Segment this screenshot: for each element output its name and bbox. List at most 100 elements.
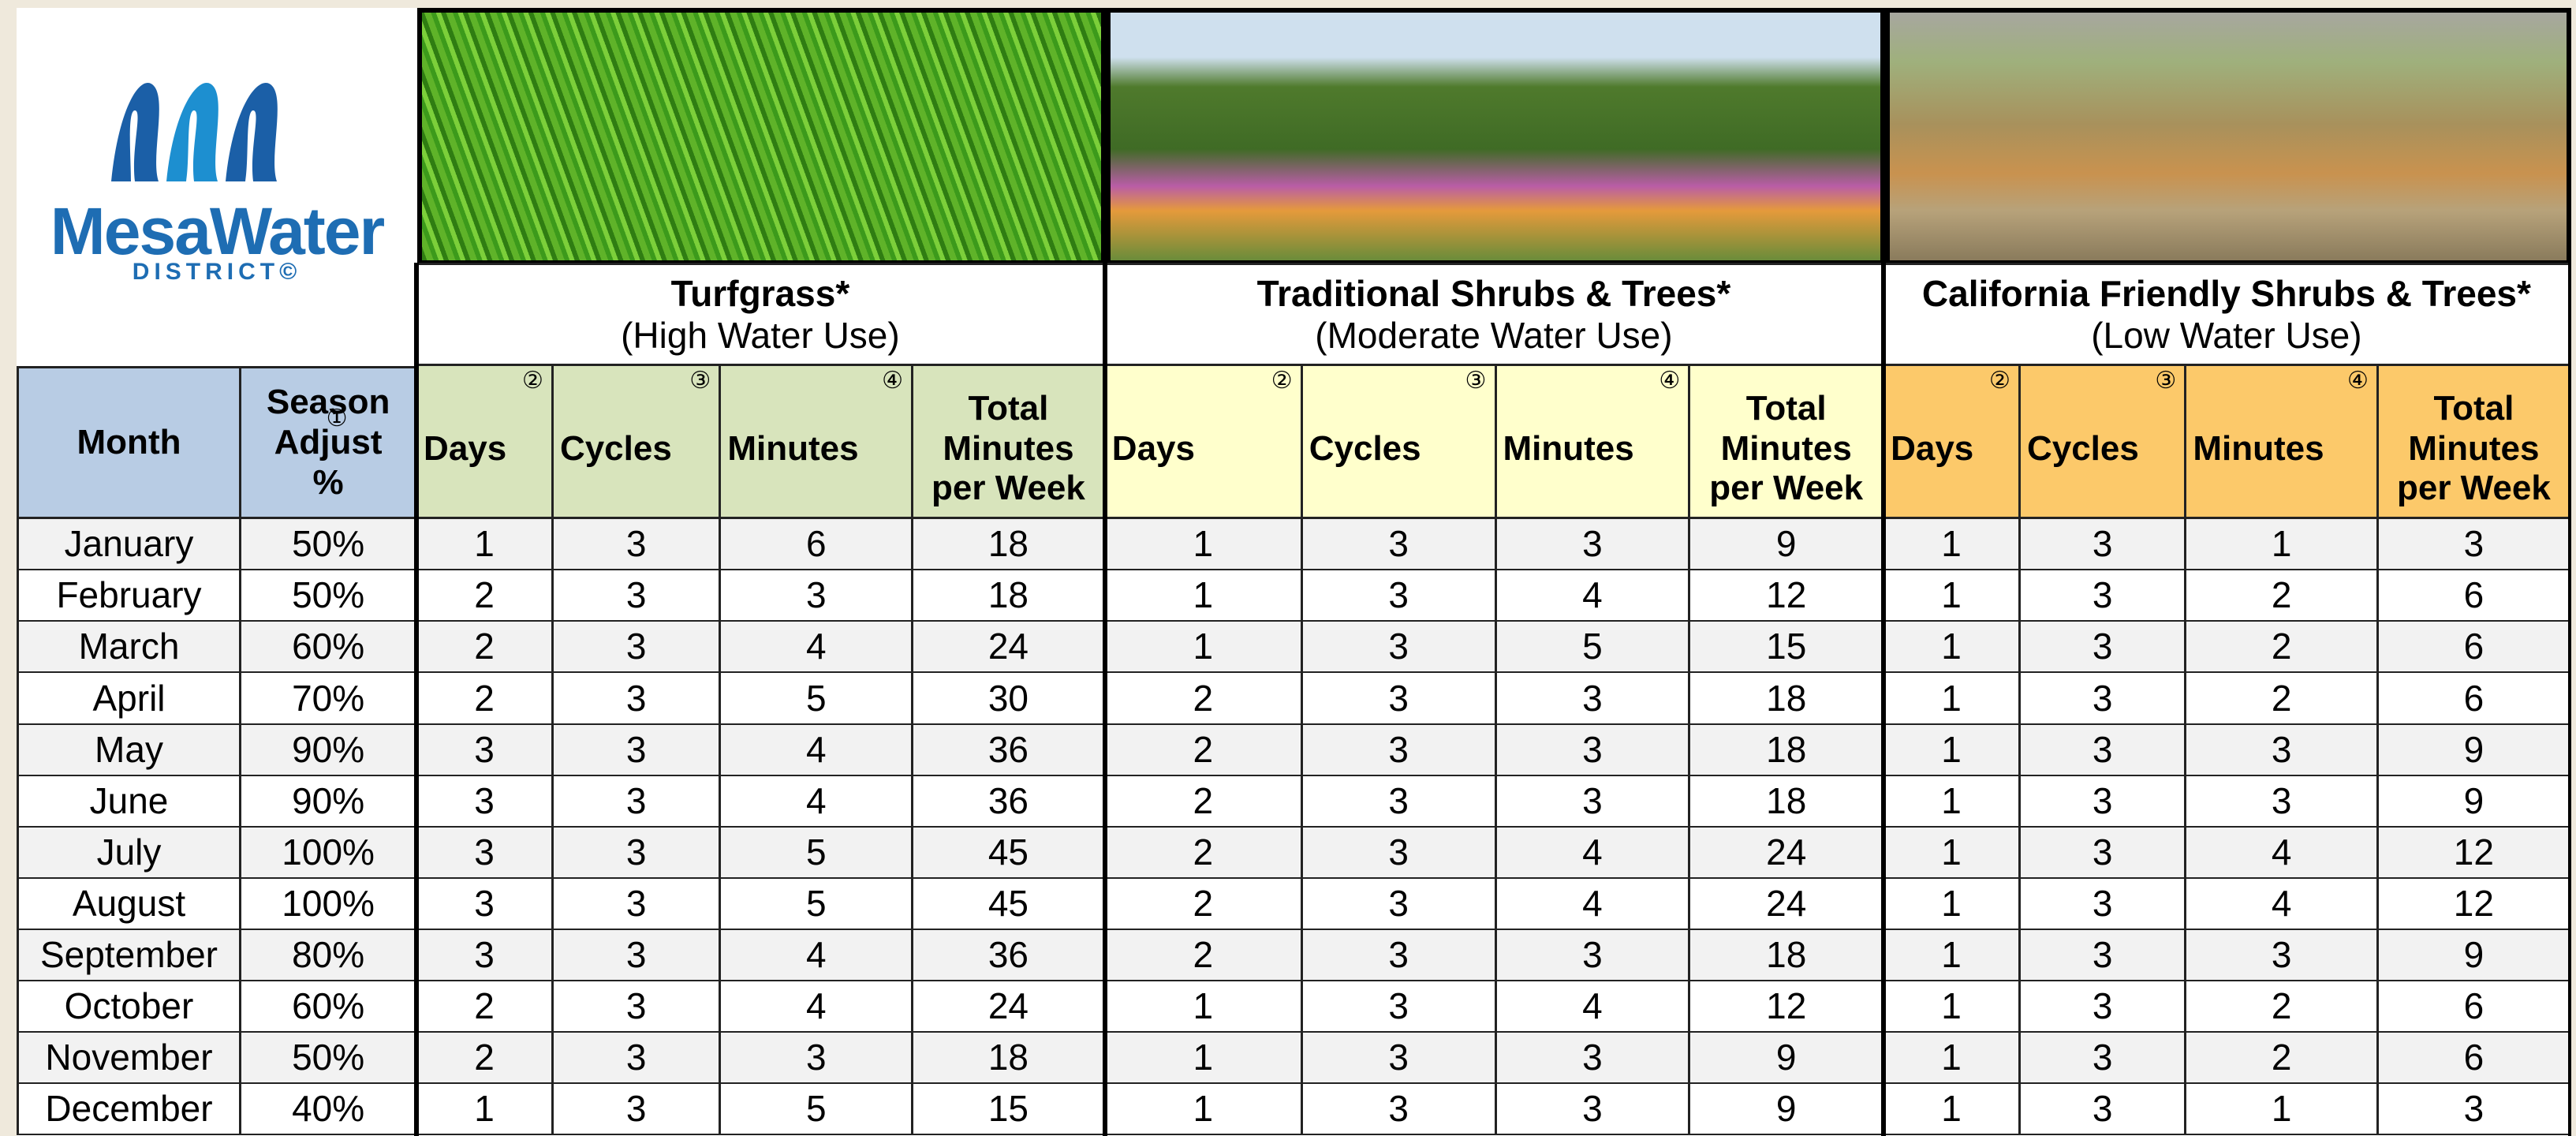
value-cell: 3 [554, 930, 721, 981]
value-cell-text: 3 [2093, 985, 2113, 1027]
value-cell: 3 [1303, 519, 1497, 570]
value-cell: 30 [913, 673, 1106, 724]
value-cell: 60% [241, 981, 417, 1033]
value-cell-text: 1 [1941, 626, 1962, 667]
value-cell: 3 [1303, 1084, 1497, 1135]
value-cell-text: 1 [1941, 1088, 1962, 1130]
value-cell-text: 4 [806, 626, 827, 667]
value-cell: 6 [2379, 570, 2571, 622]
value-cell: 3 [554, 622, 721, 673]
value-cell-text: 1 [1941, 985, 1962, 1027]
value-cell: 3 [1497, 519, 1691, 570]
value-cell: 3 [2021, 519, 2186, 570]
value-cell: 3 [1303, 981, 1497, 1033]
value-cell-text: 2 [2272, 985, 2292, 1027]
month-cell: February [17, 570, 241, 622]
value-cell: 3 [1303, 570, 1497, 622]
value-cell-text: 6 [806, 523, 827, 565]
column-note: ④ [882, 369, 903, 393]
value-cell: 3 [417, 828, 554, 879]
value-cell-text: 2 [474, 678, 495, 719]
value-cell: 5 [721, 879, 913, 930]
value-cell: 50% [241, 519, 417, 570]
value-cell: 2 [417, 570, 554, 622]
value-cell-text: 3 [626, 729, 647, 771]
column-header: Total Minutes per Week [2379, 366, 2571, 519]
value-cell: 1 [1106, 622, 1303, 673]
value-cell-text: 2 [2272, 1037, 2292, 1078]
value-cell-text: 1 [1941, 729, 1962, 771]
value-cell: 3 [2021, 725, 2186, 776]
group-separator [1103, 263, 1107, 1136]
value-cell-text: 6 [2464, 678, 2485, 719]
value-cell: 1 [1884, 519, 2021, 570]
value-cell-text: 4 [1582, 831, 1603, 873]
value-cell-text: 4 [1582, 883, 1603, 925]
value-cell: 1 [1884, 879, 2021, 930]
value-cell: 4 [2186, 828, 2379, 879]
value-cell-text: 9 [1776, 1037, 1797, 1078]
value-cell: 9 [2379, 930, 2571, 981]
value-cell: 1 [1106, 1084, 1303, 1135]
logo-sub: DISTRICT© [17, 259, 417, 286]
value-cell: 3 [417, 879, 554, 930]
column-note: ③ [689, 369, 711, 393]
value-cell-text: 3 [1388, 831, 1409, 873]
value-cell: 1 [1884, 673, 2021, 724]
value-cell-text: 6 [2464, 985, 2485, 1027]
value-cell: 45 [913, 828, 1106, 879]
value-cell-text: 9 [1776, 1088, 1797, 1130]
value-cell: 9 [1690, 1033, 1884, 1084]
value-cell: 4 [721, 981, 913, 1033]
value-cell-text: 1 [1941, 523, 1962, 565]
value-cell-text: 15 [988, 1088, 1029, 1130]
value-cell-text: 3 [1388, 729, 1409, 771]
value-cell: 12 [1690, 981, 1884, 1033]
value-cell-text: 50% [292, 1037, 364, 1078]
value-cell-text: 6 [2464, 626, 2485, 667]
value-cell-text: 12 [2454, 831, 2494, 873]
value-cell: 12 [2379, 828, 2571, 879]
value-cell-text: 3 [474, 729, 495, 771]
value-cell-text: 3 [1388, 574, 1409, 616]
value-cell-text: 1 [2272, 1088, 2292, 1130]
value-cell-text: 24 [988, 985, 1029, 1027]
value-cell: 50% [241, 1033, 417, 1084]
value-cell-text: 3 [474, 934, 495, 976]
value-cell-text: 3 [2464, 523, 2485, 565]
value-cell-text: 1 [1193, 1088, 1213, 1130]
value-cell: 3 [2021, 776, 2186, 828]
value-cell-text: 3 [2093, 883, 2113, 925]
value-cell-text: 3 [1388, 883, 1409, 925]
month-cell-text: January [65, 523, 194, 565]
value-cell: 24 [913, 622, 1106, 673]
value-cell: 1 [1884, 1084, 2021, 1135]
value-cell-text: 9 [2464, 934, 2485, 976]
value-cell-text: 2 [1193, 678, 1213, 719]
value-cell: 2 [2186, 622, 2379, 673]
value-cell-text: 2 [474, 626, 495, 667]
value-cell: 3 [1497, 776, 1691, 828]
value-cell-text: 90% [292, 780, 364, 822]
value-cell-text: 3 [626, 831, 647, 873]
value-cell: 80% [241, 930, 417, 981]
season-header-text: Season Adjust % [265, 383, 391, 503]
group-header: California Friendly Shrubs & Trees*(Low … [1884, 263, 2571, 366]
month-cell-text: September [40, 934, 218, 976]
month-cell-text: December [45, 1088, 212, 1130]
column-note: ④ [2347, 369, 2369, 393]
group-separator [1881, 263, 1886, 1136]
column-header-text: Days [424, 429, 506, 469]
value-cell: 3 [1497, 1084, 1691, 1135]
value-cell: 4 [721, 776, 913, 828]
value-cell: 9 [1690, 519, 1884, 570]
value-cell-text: 5 [806, 883, 827, 925]
value-cell: 3 [1303, 622, 1497, 673]
value-cell: 3 [721, 570, 913, 622]
value-cell-text: 3 [1388, 780, 1409, 822]
value-cell-text: 3 [626, 523, 647, 565]
column-header-text: Minutes [1503, 429, 1634, 469]
value-cell: 3 [554, 570, 721, 622]
value-cell: 6 [721, 519, 913, 570]
value-cell-text: 2 [474, 574, 495, 616]
